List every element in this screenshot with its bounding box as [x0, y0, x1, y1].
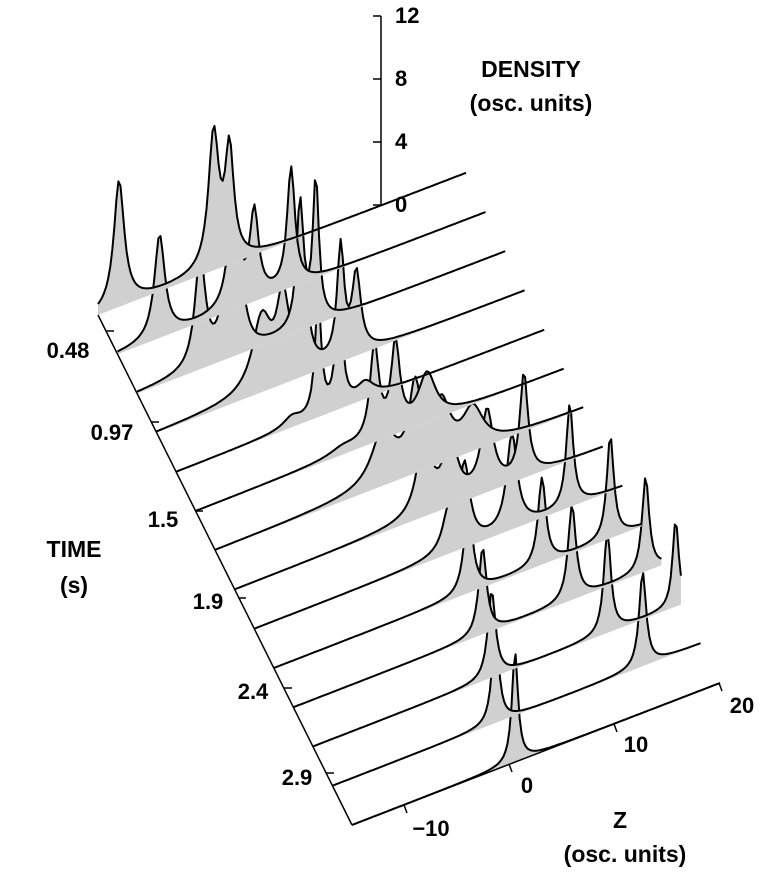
density-tick-label: 4 [395, 129, 408, 154]
time-tick-label: 0.97 [91, 420, 134, 445]
z-axis-title: Z [613, 807, 627, 833]
density-profile-fill [234, 374, 603, 590]
axis-labels: 0 4 8 12 DENSITY (osc. units) 0.48 0.97 … [47, 3, 755, 867]
density-profile-line [351, 653, 721, 826]
z-tick-label: −10 [412, 816, 449, 841]
z-tick-mark [718, 682, 723, 692]
time-tick-label: 0.48 [47, 338, 90, 363]
density-profile-line [312, 523, 682, 748]
density-profile-backdrop [352, 654, 720, 825]
density-axis-title: DENSITY [481, 56, 581, 82]
time-axis-title: TIME [47, 536, 102, 562]
density-profile-line [156, 237, 525, 433]
z-tick-mark [403, 804, 408, 814]
time-tick-label: 2.4 [238, 679, 269, 704]
density-profile-fill [273, 439, 642, 669]
time-tick-label: 1.9 [193, 589, 224, 614]
density-profile-fill [195, 337, 564, 512]
time-tick-label: 1.5 [148, 507, 179, 532]
density-profile-fill [156, 238, 525, 433]
density-profile-line [293, 477, 662, 709]
density-profile-fill [117, 166, 486, 355]
z-tick-label: 20 [730, 693, 754, 718]
z-tick-mark [613, 723, 618, 733]
density-profile-fill [137, 180, 506, 394]
density-profile-line [273, 438, 643, 669]
density-profile-line [117, 165, 486, 353]
density-profile-line [253, 404, 623, 630]
density-profile-line [97, 124, 467, 305]
density-profiles [97, 124, 721, 826]
axes [97, 15, 723, 826]
z-tick-label: 0 [521, 773, 533, 798]
z-axis-line [351, 682, 721, 826]
z-tick-label: 10 [624, 732, 648, 757]
z-tick-mark [508, 763, 513, 773]
density-profile-line [332, 572, 701, 787]
time-axis-line [97, 314, 353, 826]
density-profile-fill [352, 654, 720, 825]
z-axis-unit: (osc. units) [564, 841, 687, 867]
density-profile-line [214, 375, 584, 551]
density-tick-label: 12 [395, 3, 419, 28]
density-profile-line [175, 278, 545, 473]
density-tick-label: 8 [395, 66, 407, 91]
time-axis-unit: (s) [60, 572, 88, 598]
time-tick-label: 2.9 [282, 765, 313, 790]
density-axis-unit: (osc. units) [470, 90, 593, 116]
density-profile-fill [215, 376, 584, 551]
density-tick-label: 0 [395, 192, 407, 217]
density-profile-line [195, 336, 565, 512]
